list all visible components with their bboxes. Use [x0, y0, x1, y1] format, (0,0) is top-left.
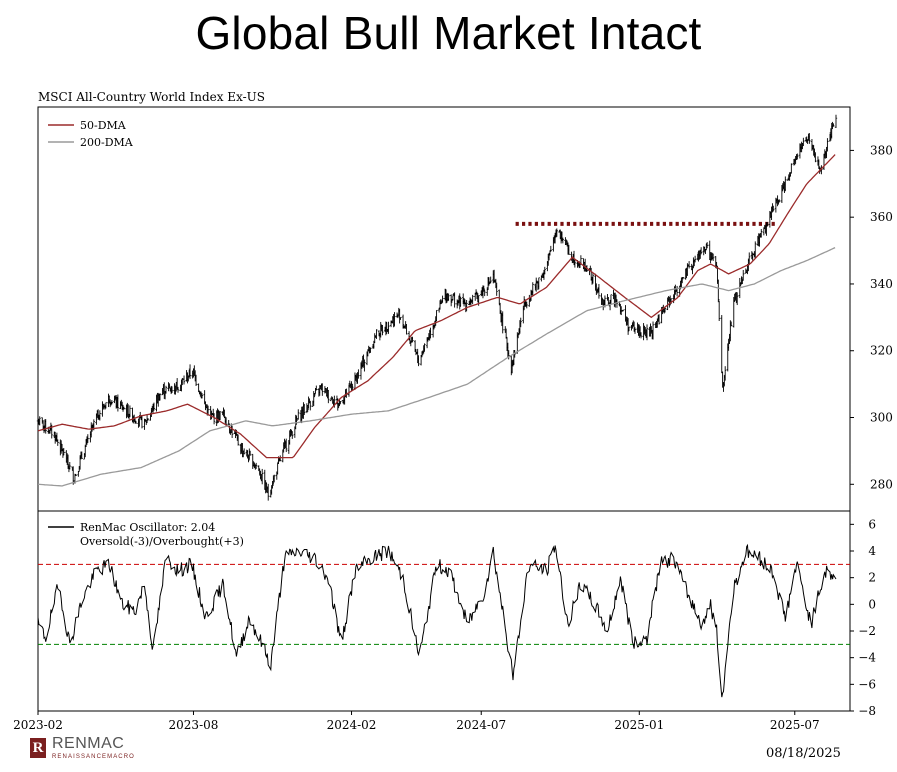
- date-stamp: 08/18/2025: [766, 746, 841, 761]
- oscillator-y-tick-label: 2: [868, 571, 876, 585]
- series-line-oscillator: [37, 543, 837, 698]
- oscillator-series: [37, 543, 837, 698]
- price-y-tick-label: 340: [870, 277, 893, 291]
- oscillator-y-tick-label: 4: [868, 544, 876, 558]
- price-y-tick-label: 280: [870, 477, 893, 491]
- axes: 280 300 320 340 360 380 −8 −6 −4 −2 0 2 4 6 2023-02 202…: [13, 143, 893, 732]
- legend-label-50dma: 50-DMA: [80, 119, 127, 132]
- price-series: [36, 114, 838, 501]
- x-tick-label: 2025-01: [614, 718, 664, 732]
- chart-title: MSCI All-Country World Index Ex-US: [38, 90, 266, 104]
- oscillator-legend: RenMac Oscillator: 2.04 Oversold(-3)/Ove…: [48, 521, 244, 548]
- price-y-tick-label: 360: [870, 210, 893, 224]
- x-tick-label: 2024-07: [456, 718, 506, 732]
- oscillator-y-tick-label: −2: [858, 624, 876, 638]
- brand-mark-icon: R: [30, 738, 46, 758]
- slide-title: Global Bull Market Intact: [195, 7, 702, 59]
- series-line-200dma: [37, 247, 836, 487]
- x-tick-label: 2023-02: [13, 718, 63, 732]
- oscillator-y-tick-label: −4: [858, 651, 876, 665]
- price-legend: 50-DMA 200-DMA: [48, 119, 134, 149]
- legend-label-thresholds: Oversold(-3)/Overbought(+3): [80, 535, 244, 548]
- oscillator-y-tick-label: −6: [858, 677, 876, 691]
- oscillator-y-tick-label: −8: [858, 704, 876, 718]
- oscillator-y-tick-label: 0: [868, 597, 876, 611]
- moving-average-series: [37, 154, 836, 487]
- price-y-tick-label: 320: [870, 344, 893, 358]
- brand-logo-block: R RENMAC RENAISSANCEMACRO: [30, 736, 135, 760]
- oscillator-y-tick-label: 6: [868, 517, 876, 531]
- price-y-tick-label: 300: [870, 411, 893, 425]
- brand-subtitle: RENAISSANCEMACRO: [52, 754, 135, 760]
- legend-label-oscillator: RenMac Oscillator: 2.04: [80, 521, 215, 534]
- price-y-tick-label: 380: [870, 143, 893, 157]
- legend-label-200dma: 200-DMA: [80, 136, 134, 149]
- price-panel-frame: [37, 106, 851, 512]
- reference-lines: [38, 563, 850, 645]
- brand-name: RENMAC: [52, 735, 125, 752]
- x-tick-label: 2025-07: [770, 718, 820, 732]
- x-tick-label: 2023-08: [169, 718, 219, 732]
- x-tick-label: 2024-02: [327, 718, 377, 732]
- oscillator-panel-frame: [37, 510, 851, 712]
- series-line-50dma: [37, 154, 836, 459]
